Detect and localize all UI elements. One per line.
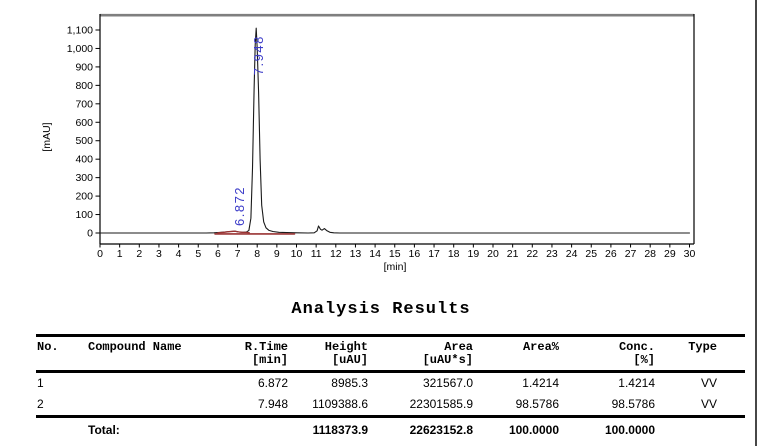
total-conc: 100.0000 <box>604 423 655 437</box>
x-tick-label: 14 <box>369 248 381 260</box>
cell-area: 22301585.9 <box>409 397 473 411</box>
x-tick-label: 19 <box>468 248 480 260</box>
x-axis-label: [min] <box>384 261 407 273</box>
y-axis-label: [mAU] <box>41 122 53 151</box>
x-tick-label: 17 <box>428 248 440 260</box>
x-tick-label: 9 <box>274 248 280 260</box>
cell-type: VV <box>700 397 717 411</box>
x-tick-label: 25 <box>585 248 597 260</box>
column-header-compound-name: Compound Name <box>88 340 182 354</box>
table-row: 1 6.872 8985.3 321567.0 1.4214 1.4214 VV <box>36 372 745 395</box>
x-tick-label: 23 <box>546 248 558 260</box>
integrated-peak-6872 <box>217 230 250 234</box>
cell-area-pct: 1.4214 <box>522 376 559 390</box>
y-tick-label: 300 <box>75 172 93 184</box>
y-tick-label: 1,000 <box>67 43 93 55</box>
x-tick-label: 1 <box>117 248 123 260</box>
cell-type: VV <box>700 376 717 390</box>
x-tick-label: 4 <box>176 248 182 260</box>
x-tick-label: 8 <box>254 248 260 260</box>
x-tick-label: 15 <box>389 248 401 260</box>
total-height: 1118373.9 <box>312 423 368 437</box>
x-tick-label: 16 <box>409 248 421 260</box>
x-tick-label: 11 <box>311 248 322 260</box>
x-tick-label: 6 <box>215 248 221 260</box>
x-tick-label: 27 <box>625 248 637 260</box>
x-tick-label: 10 <box>291 248 303 260</box>
y-tick-label: 1,100 <box>67 25 93 37</box>
window-edge-line <box>755 0 757 446</box>
chromatogram-signal <box>99 27 691 234</box>
y-tick-label: 500 <box>75 135 93 147</box>
table-total-row: Total: 1118373.9 22623152.8 100.0000 100… <box>36 417 745 442</box>
x-tick-label: 3 <box>156 248 162 260</box>
x-tick-label: 26 <box>605 248 617 260</box>
cell-height: 8985.3 <box>331 376 368 390</box>
cell-rtime <box>196 417 288 442</box>
analysis-results-table: No. Compound Name R.Time [min] Height [uAU… <box>36 334 745 441</box>
peak-label: 6.872 <box>232 186 247 226</box>
y-tick-label: 800 <box>75 80 93 92</box>
cell-conc: 1.4214 <box>618 376 655 390</box>
page-title: Analysis Results <box>291 300 471 319</box>
y-tick-label: 900 <box>75 61 93 73</box>
x-tick-label: 21 <box>507 248 519 260</box>
x-tick-label: 28 <box>644 248 656 260</box>
cell-rtime: 6.872 <box>257 376 288 390</box>
cell-compound <box>86 394 196 417</box>
cell-no <box>36 417 86 442</box>
y-tick-label: 700 <box>75 98 93 110</box>
column-header-type: Type <box>688 340 717 354</box>
column-header-height: Height [uAU] <box>324 340 368 367</box>
x-tick-label: 24 <box>566 248 578 260</box>
total-label: Total: <box>88 423 120 437</box>
cell-conc: 98.5786 <box>611 397 655 411</box>
x-tick-label: 0 <box>97 248 103 260</box>
peak-label: 7.948 <box>251 35 266 75</box>
x-tick-label: 22 <box>526 248 538 260</box>
table-row: 2 7.948 1109388.6 22301585.9 98.5786 98.… <box>36 394 745 417</box>
cell-rtime: 7.948 <box>257 397 288 411</box>
cell-area: 321567.0 <box>422 376 473 390</box>
chromatogram-chart: 0 100 200 300 400 500 600 700 800 900 1,000 1,100 0 1… <box>41 13 696 273</box>
cell-area-pct: 98.5786 <box>515 397 559 411</box>
x-tick-label: 30 <box>684 248 696 260</box>
x-tick-label: 18 <box>448 248 460 260</box>
total-area-pct: 100.0000 <box>508 423 559 437</box>
column-header-area-pct: Area% <box>522 340 559 354</box>
column-header-conc: Conc. [%] <box>618 340 655 367</box>
column-header-area: Area [uAU*s] <box>422 340 473 367</box>
y-tick-label: 200 <box>75 191 93 203</box>
cell-no: 1 <box>37 376 44 390</box>
table-header-row: No. Compound Name R.Time [min] Height [uAU… <box>36 335 745 372</box>
x-tick-label: 13 <box>350 248 362 260</box>
column-header-rtime: R.Time [min] <box>244 340 288 367</box>
x-tick-label: 20 <box>487 248 499 260</box>
x-tick-label: 29 <box>664 248 676 260</box>
y-tick-label: 100 <box>75 209 93 221</box>
x-tick-label: 2 <box>136 248 142 260</box>
cell-type <box>655 417 745 442</box>
cell-no: 2 <box>37 397 44 411</box>
x-tick-label: 7 <box>235 248 241 260</box>
y-tick-label: 600 <box>75 117 93 129</box>
total-area: 22623152.8 <box>409 423 473 437</box>
x-tick-label: 12 <box>330 248 342 260</box>
y-tick-label: 0 <box>87 228 93 240</box>
column-header-no: No. <box>37 340 59 354</box>
y-tick-label: 400 <box>75 154 93 166</box>
x-tick-label: 5 <box>195 248 201 260</box>
cell-compound <box>86 372 196 395</box>
cell-height: 1109388.6 <box>312 397 368 411</box>
